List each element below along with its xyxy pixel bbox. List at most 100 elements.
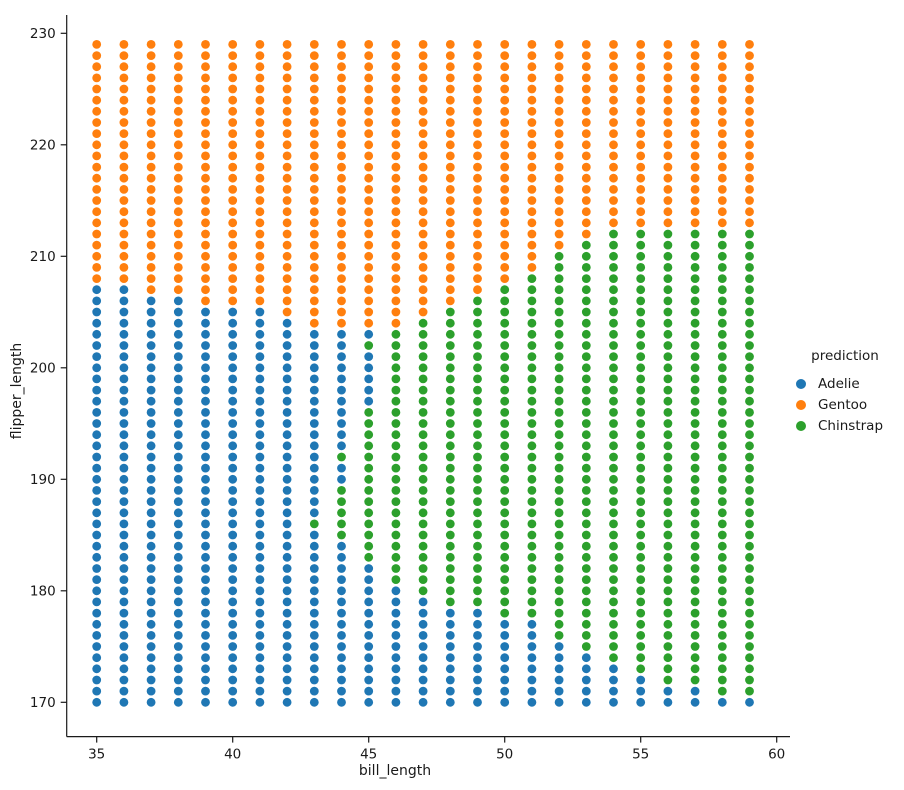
data-point — [255, 597, 265, 607]
data-point — [201, 263, 210, 272]
data-point — [663, 497, 673, 506]
data-point — [337, 519, 346, 529]
data-point — [581, 196, 591, 205]
data-point — [527, 207, 537, 217]
data-point — [255, 385, 265, 395]
data-point — [364, 463, 374, 473]
data-point — [690, 218, 700, 228]
data-point — [745, 597, 754, 607]
data-point — [201, 84, 210, 94]
data-point — [445, 664, 455, 674]
data-point — [309, 552, 319, 562]
data-point — [500, 608, 510, 618]
data-point — [255, 40, 265, 49]
data-point — [418, 686, 428, 696]
data-point — [418, 497, 428, 506]
data-point — [663, 597, 673, 607]
data-point — [554, 597, 564, 607]
data-point — [282, 229, 292, 239]
data-point — [717, 240, 727, 250]
data-point — [581, 285, 591, 295]
data-point — [717, 474, 727, 484]
data-point — [690, 486, 700, 495]
data-point — [609, 697, 618, 707]
data-point — [581, 452, 591, 462]
data-point — [92, 229, 102, 239]
data-point — [690, 686, 700, 696]
data-point — [690, 51, 700, 60]
data-point — [609, 40, 618, 49]
data-point — [364, 106, 374, 116]
data-point — [609, 664, 618, 674]
data-point — [445, 686, 455, 696]
data-point — [119, 341, 129, 350]
data-point — [745, 329, 754, 339]
data-point — [500, 586, 510, 596]
data-point — [364, 497, 374, 506]
gentoo-marker-icon — [796, 399, 806, 410]
data-point — [92, 140, 102, 150]
data-point — [609, 307, 618, 317]
data-point — [201, 396, 210, 406]
data-point — [500, 129, 510, 139]
data-point — [337, 631, 346, 640]
data-point — [282, 318, 292, 328]
data-point — [92, 631, 102, 640]
data-point — [201, 552, 210, 562]
data-point — [527, 95, 537, 105]
data-point — [282, 396, 292, 406]
data-point — [119, 374, 129, 384]
data-point — [173, 541, 183, 551]
data-point — [228, 653, 238, 663]
data-point — [745, 296, 754, 306]
data-point — [745, 285, 754, 295]
data-point — [554, 118, 564, 127]
data-point — [391, 196, 401, 205]
data-point — [554, 385, 564, 395]
data-point — [255, 263, 265, 272]
data-point — [173, 218, 183, 228]
data-point — [282, 151, 292, 161]
data-point — [391, 452, 401, 462]
data-point — [473, 486, 482, 495]
data-point — [255, 697, 265, 707]
data-point — [418, 285, 428, 295]
data-point — [663, 697, 673, 707]
data-point — [228, 519, 238, 529]
data-point — [309, 385, 319, 395]
data-point — [201, 329, 210, 339]
data-point — [745, 95, 754, 105]
data-point — [473, 452, 482, 462]
data-point — [364, 564, 374, 573]
data-point — [173, 564, 183, 573]
data-point — [473, 118, 482, 127]
data-point — [418, 642, 428, 651]
data-point — [364, 274, 374, 283]
data-point — [92, 396, 102, 406]
data-point — [609, 653, 618, 663]
data-point — [364, 697, 374, 707]
data-point — [282, 408, 292, 417]
data-point — [364, 296, 374, 306]
data-point — [581, 597, 591, 607]
y-tick-label: 180 — [30, 584, 56, 600]
data-point — [636, 185, 646, 194]
data-point — [146, 341, 156, 350]
data-point — [391, 486, 401, 495]
data-point — [527, 575, 537, 584]
y-axis-label: flipper_length — [9, 342, 25, 440]
data-point — [391, 51, 401, 60]
data-point — [282, 329, 292, 339]
data-point — [636, 151, 646, 161]
data-point — [581, 173, 591, 183]
data-point — [717, 352, 727, 361]
data-point — [717, 207, 727, 217]
data-point — [255, 363, 265, 373]
data-point — [173, 686, 183, 696]
data-point — [119, 664, 129, 674]
data-point — [255, 452, 265, 462]
data-point — [554, 441, 564, 451]
data-point — [391, 653, 401, 663]
data-point — [309, 318, 319, 328]
data-point — [391, 519, 401, 529]
